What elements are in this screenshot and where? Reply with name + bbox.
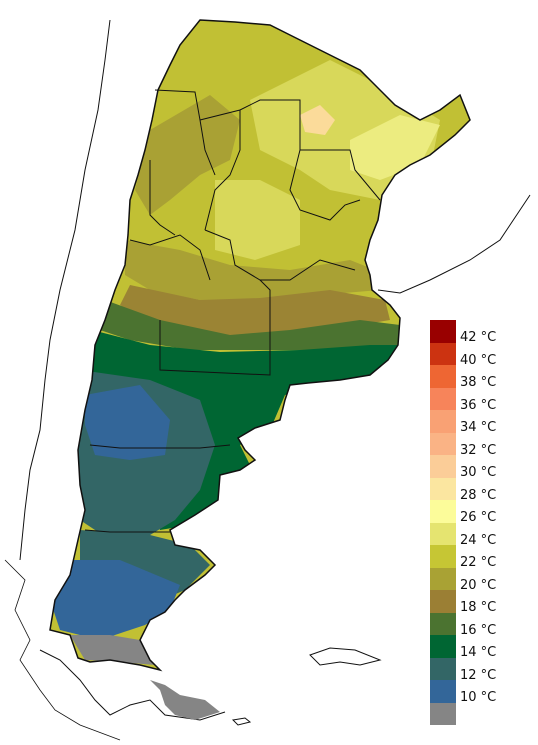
legend-label: 42 °C xyxy=(460,330,497,345)
legend-label: 16 °C xyxy=(460,622,497,638)
legend-label: 24 °C xyxy=(460,532,497,548)
legend-row: 14 °C xyxy=(430,635,530,660)
legend-swatch xyxy=(430,635,456,658)
legend-label: 22 °C xyxy=(460,555,497,570)
legend-swatch xyxy=(430,657,456,680)
legend-swatch xyxy=(430,365,456,388)
legend-row: 42 °C xyxy=(430,320,530,345)
legend-label: 12 °C xyxy=(460,667,497,683)
legend-swatch xyxy=(430,410,456,433)
legend-swatch xyxy=(430,567,456,590)
legend-swatch xyxy=(430,477,456,500)
zone-north-20 xyxy=(135,95,240,215)
legend-row: 24 °C xyxy=(430,522,530,548)
legend-swatch xyxy=(430,545,456,568)
legend-swatch xyxy=(430,342,456,365)
province-borders xyxy=(84,89,381,533)
legend-swatch xyxy=(430,320,456,343)
legend-label: 18 °C xyxy=(460,600,497,615)
legend-swatch xyxy=(430,500,456,523)
legend-row: 26 °C xyxy=(430,500,530,525)
legend-row: 36 °C xyxy=(430,387,530,413)
legend-label: 30 °C xyxy=(460,465,497,480)
legend-label: 26 °C xyxy=(460,510,497,525)
legend-label: 10 °C xyxy=(460,690,497,705)
legend-label: 20 °C xyxy=(460,577,497,593)
legend-label: 40 °C xyxy=(460,352,497,368)
legend-swatch xyxy=(430,590,456,613)
zone-hot-spot-28 xyxy=(300,105,335,135)
legend-row: 40 °C xyxy=(430,342,530,368)
legend-swatch xyxy=(430,612,456,635)
temperature-legend: 42 °C 40 °C 38 °C 36 °C 34 °C 32 °C 30 °C 28 °C… xyxy=(430,320,530,725)
legend-row: 22 °C xyxy=(430,545,530,570)
zone-band-16 xyxy=(100,300,400,350)
legend-label: 36 °C xyxy=(460,397,497,413)
legend-row: 16 °C xyxy=(430,612,530,638)
legend-row: 10 °C xyxy=(430,680,530,705)
legend-label: 32 °C xyxy=(460,442,497,458)
legend-swatch xyxy=(430,522,456,545)
legend-row: 32 °C xyxy=(430,432,530,458)
uruguay-coast-line xyxy=(377,194,531,294)
legend-row: 30 °C xyxy=(430,455,530,480)
chile-fjord-coast xyxy=(4,559,121,741)
legend-swatch xyxy=(430,702,456,725)
tierra-del-fuego-line xyxy=(39,649,226,721)
legend-row: 28 °C xyxy=(430,477,530,503)
legend-swatch xyxy=(430,455,456,478)
chile-border-line xyxy=(19,19,111,561)
island xyxy=(231,717,252,726)
legend-row: 38 °C xyxy=(430,365,530,390)
zone-cold-10 xyxy=(85,385,170,460)
tierra-del-fuego-gray xyxy=(150,680,220,720)
zone-band-20 xyxy=(125,240,380,300)
zone-band-18 xyxy=(120,285,390,335)
legend-row: 18 °C xyxy=(430,590,530,615)
legend-row: 12 °C xyxy=(430,657,530,683)
legend-row: 34 °C xyxy=(430,410,530,435)
legend-swatch xyxy=(430,432,456,455)
legend-label: 34 °C xyxy=(460,420,497,435)
legend-swatch xyxy=(430,387,456,410)
zone-south-10 xyxy=(50,560,180,640)
legend-label: 38 °C xyxy=(460,375,497,390)
malvinas-islands xyxy=(309,647,382,666)
legend-swatch xyxy=(430,680,456,703)
legend-row xyxy=(430,702,530,725)
zone-center-24 xyxy=(215,180,300,260)
zone-tip-gray xyxy=(70,635,155,665)
legend-label: 28 °C xyxy=(460,487,497,503)
legend-label: 14 °C xyxy=(460,645,497,660)
legend-row: 20 °C xyxy=(430,567,530,593)
